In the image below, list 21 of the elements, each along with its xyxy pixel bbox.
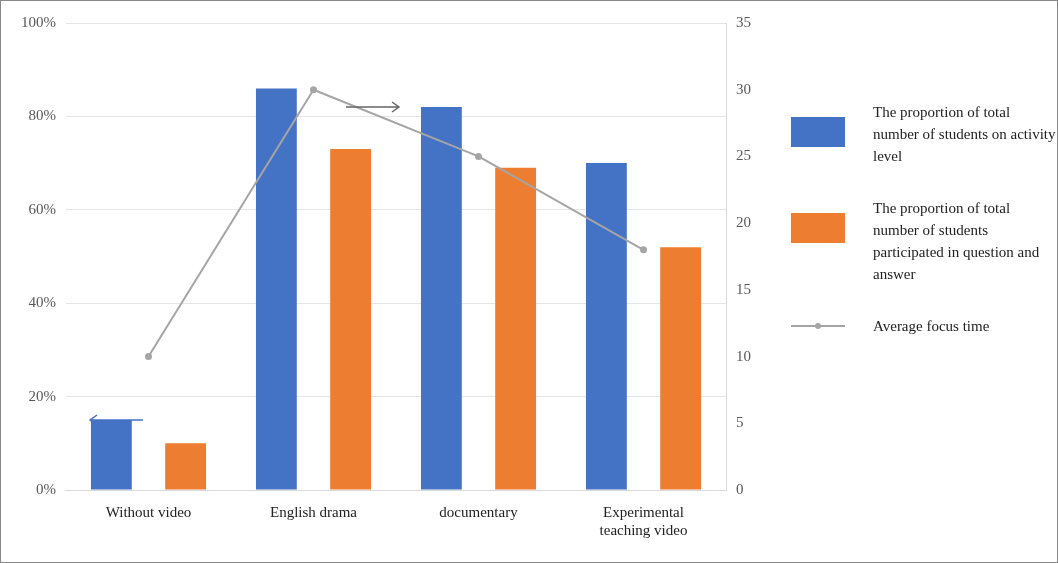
x-tick-label: Without video xyxy=(105,503,192,520)
text: The proportion of total number of students participated in question and answer xyxy=(873,199,1041,284)
y2-tick-label: 30 xyxy=(736,80,751,97)
y-tick-label: 80% xyxy=(28,107,56,124)
y-tick-label: 40% xyxy=(28,294,56,311)
y-tick-label: 100% xyxy=(21,13,56,30)
legend-label: The proportion of total number of students on activity level xyxy=(873,103,1057,166)
y-tick-label: 20% xyxy=(28,387,56,404)
y-tick-label: 60% xyxy=(28,200,56,217)
legend-label: Average focus time xyxy=(873,317,990,336)
y2-tick-label: 5 xyxy=(736,414,744,431)
y2-tick-label: 0 xyxy=(736,480,744,497)
x-tick-label: documentary xyxy=(439,503,519,520)
y2-tick-label: 25 xyxy=(736,147,751,164)
y-tick-label: 0% xyxy=(36,480,56,497)
y2-tick-label: 35 xyxy=(736,13,751,30)
y2-tick-label: 10 xyxy=(736,347,751,364)
y2-tick-label: 20 xyxy=(736,214,751,231)
y2-tick-label: 15 xyxy=(736,280,751,297)
x-tick-label: English drama xyxy=(269,503,358,520)
x-tick-label: Experimental teaching video xyxy=(599,503,688,538)
